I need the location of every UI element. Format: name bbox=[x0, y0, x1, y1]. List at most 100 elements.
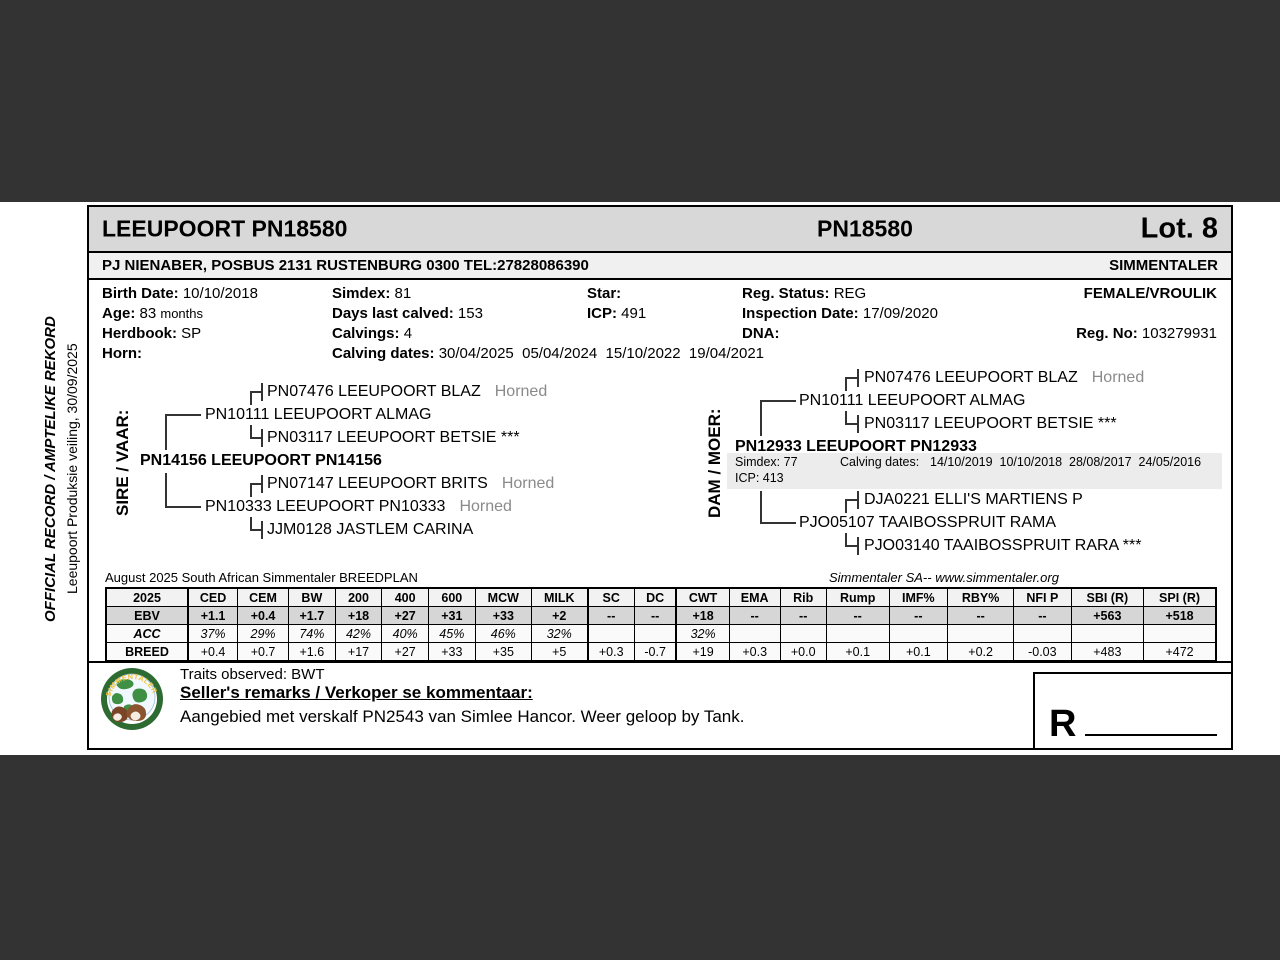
table-cell: 45% bbox=[427, 624, 476, 643]
lot-number: Lot. 8 bbox=[1140, 212, 1218, 245]
table-cell: +35 bbox=[474, 642, 532, 662]
breedplan-caption: August 2025 South African Simmentaler BR… bbox=[105, 570, 418, 585]
table-cell: 40% bbox=[381, 624, 429, 643]
breed-name: SIMMENTALER bbox=[1109, 257, 1218, 274]
table-cell: +5 bbox=[530, 642, 589, 662]
dam-calving-dates: 14/10/2019 10/10/2018 28/08/2017 24/05/2… bbox=[930, 455, 1202, 469]
table-cell: +1.1 bbox=[187, 606, 239, 625]
horned-note bbox=[1056, 514, 1070, 531]
field-simdex: Simdex: 81 bbox=[332, 285, 412, 302]
field-inspection-date: Inspection Date: 17/09/2020 bbox=[742, 305, 938, 322]
field-birth-date: Birth Date: 10/10/2018 bbox=[102, 285, 258, 302]
field-reg-status: Reg. Status: REG bbox=[742, 285, 867, 302]
table-cell bbox=[888, 624, 949, 643]
col-header-Rump: Rump bbox=[825, 587, 890, 607]
horned-note bbox=[1141, 537, 1155, 554]
table-cell: +0.3 bbox=[587, 642, 635, 662]
row-label: ACC bbox=[105, 624, 189, 643]
horned-note bbox=[520, 429, 534, 446]
lot-footer-box: SIMMENTALER Traits observed: BWT Seller'… bbox=[87, 663, 1233, 750]
table-cell: -- bbox=[587, 606, 635, 625]
dam-granddam: PN03117 LEEUPOORT BETSIE *** bbox=[864, 415, 1131, 433]
dam-icp: ICP: 413 bbox=[735, 471, 784, 485]
table-cell: 74% bbox=[288, 624, 336, 643]
table-cell: +0.1 bbox=[888, 642, 949, 662]
table-cell: +19 bbox=[675, 642, 730, 662]
table-cell bbox=[1143, 624, 1217, 643]
col-header-BW: BW bbox=[288, 587, 336, 607]
col-header-SC: SC bbox=[587, 587, 635, 607]
lot-main-box: LEEUPOORT PN18580 PN18580 Lot. 8 PJ NIEN… bbox=[87, 205, 1233, 663]
table-cell: -- bbox=[947, 606, 1015, 625]
table-cell: +0.7 bbox=[237, 642, 290, 662]
field-sex: FEMALE/VROULIK bbox=[1083, 285, 1217, 302]
table-row-EBV: EBV +1.1 +0.4 +1.7 +18 +27 +31 +33 +2 -- -- +18 -- --… bbox=[105, 606, 1217, 625]
sire-granddam2: JJM0128 JASTLEM CARINA bbox=[267, 521, 487, 539]
ebv-table-wrapper: 2025 CED CEM BW 200 400 600 MCW MILK SC DC CWT EMA Ri… bbox=[105, 587, 1217, 662]
row-label: BREED bbox=[105, 642, 189, 662]
col-header-MILK: MILK bbox=[530, 587, 589, 607]
field-icp: ICP: 491 bbox=[587, 305, 647, 322]
table-cell: +0.0 bbox=[779, 642, 827, 662]
table-cell: 46% bbox=[474, 624, 532, 643]
table-cell: -- bbox=[888, 606, 949, 625]
table-cell: +0.2 bbox=[947, 642, 1015, 662]
sire-section-label: SIRE / VAAR: bbox=[113, 409, 132, 517]
table-cell: 32% bbox=[675, 624, 730, 643]
seller-contact: PJ NIENABER, POSBUS 2131 RUSTENBURG 0300… bbox=[102, 257, 589, 274]
table-cell: +27 bbox=[381, 606, 429, 625]
col-header-200: 200 bbox=[334, 587, 383, 607]
table-cell bbox=[1070, 624, 1145, 643]
table-cell: +0.4 bbox=[187, 642, 239, 662]
viewer-bottom-band bbox=[0, 755, 1280, 960]
dam-name: PN12933 LEEUPOORT PN12933 bbox=[735, 438, 977, 455]
horned-note: Horned bbox=[501, 475, 555, 492]
sire-granddam: PN03117 LEEUPOORT BETSIE *** bbox=[267, 429, 534, 447]
dam-granddam2: PJO03140 TAAIBOSSPRUIT RARA *** bbox=[864, 537, 1155, 555]
table-cell: -- bbox=[633, 606, 678, 625]
horned-note bbox=[1117, 415, 1131, 432]
table-cell: 37% bbox=[187, 624, 239, 643]
horned-note: Horned bbox=[459, 498, 512, 515]
col-header-2025: 2025 bbox=[105, 587, 189, 607]
col-header-Rib: Rib bbox=[779, 587, 827, 607]
horned-note bbox=[1025, 392, 1039, 409]
table-cell: -0.7 bbox=[633, 642, 678, 662]
seller-remarks-label: Seller's remarks / Verkoper se kommentaa… bbox=[180, 683, 533, 702]
price-blank-line bbox=[1085, 734, 1217, 736]
table-cell: -- bbox=[779, 606, 827, 625]
field-age: Age: 83 months bbox=[102, 305, 204, 322]
col-header-CEM: CEM bbox=[237, 587, 290, 607]
col-header-DC: DC bbox=[633, 587, 678, 607]
table-cell: +1.7 bbox=[288, 606, 336, 625]
horned-note: Horned bbox=[1091, 369, 1145, 386]
table-cell: +483 bbox=[1070, 642, 1145, 662]
col-header-CED: CED bbox=[187, 587, 239, 607]
table-cell bbox=[728, 624, 781, 643]
table-cell: +2 bbox=[530, 606, 589, 625]
field-days-last-calved: Days last calved: 153 bbox=[332, 305, 483, 322]
col-header-CWT: CWT bbox=[675, 587, 730, 607]
col-header-SPI (R): SPI (R) bbox=[1143, 587, 1217, 607]
horned-note bbox=[431, 406, 445, 423]
table-cell: +0.1 bbox=[825, 642, 890, 662]
table-cell: +1.6 bbox=[288, 642, 336, 662]
col-header-EMA: EMA bbox=[728, 587, 781, 607]
horned-note bbox=[473, 521, 487, 538]
field-horn: Horn: bbox=[102, 345, 142, 362]
dam-dam-sire: DJA0221 ELLI'S MARTIENS P bbox=[864, 491, 1097, 509]
field-calvings: Calvings: 4 bbox=[332, 325, 413, 342]
table-cell: 42% bbox=[334, 624, 383, 643]
table-header-row: 2025 CED CEM BW 200 400 600 MCW MILK SC DC CWT EMA Ri… bbox=[105, 587, 1217, 607]
seller-bar: PJ NIENABER, POSBUS 2131 RUSTENBURG 0300… bbox=[89, 253, 1231, 280]
dam-simdex: Simdex: 77 bbox=[735, 455, 798, 469]
simmentaler-logo: SIMMENTALER bbox=[101, 668, 163, 730]
table-cell: +31 bbox=[427, 606, 476, 625]
col-header-600: 600 bbox=[427, 587, 476, 607]
table-cell: 29% bbox=[237, 624, 290, 643]
table-cell bbox=[947, 624, 1015, 643]
title-bar: LEEUPOORT PN18580 PN18580 Lot. 8 bbox=[89, 207, 1231, 253]
table-cell bbox=[633, 624, 678, 643]
table-cell: +27 bbox=[381, 642, 429, 662]
table-cell bbox=[779, 624, 827, 643]
